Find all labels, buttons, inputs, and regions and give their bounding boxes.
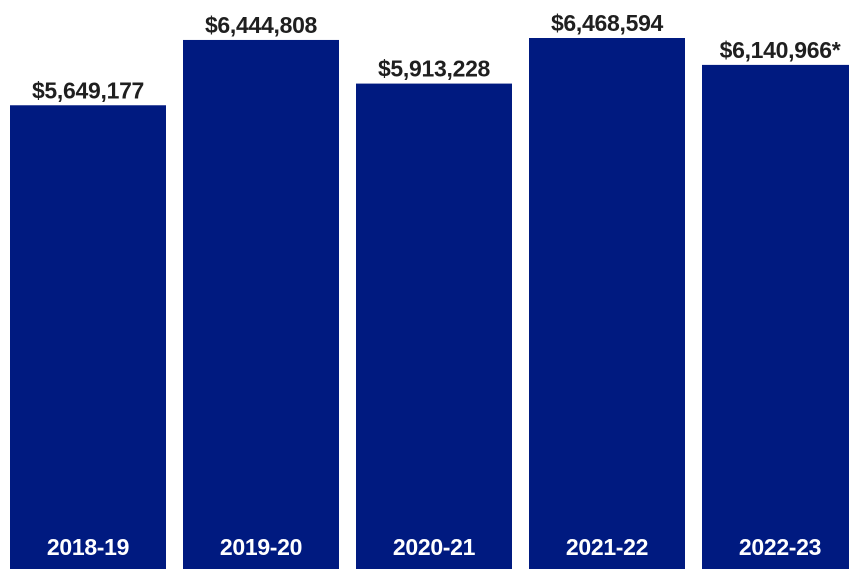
value-label: $6,468,594: [551, 10, 664, 36]
category-label: 2022-23: [739, 534, 821, 560]
value-label: $5,913,228: [378, 56, 491, 82]
category-label: 2019-20: [220, 534, 302, 560]
bar-2019-20: [183, 39, 339, 569]
bar-2021-22: [529, 38, 685, 569]
bar-2022-23: [702, 64, 849, 569]
value-label: $6,140,966*: [720, 37, 841, 63]
bar-2020-21: [356, 83, 512, 569]
value-label: $5,649,177: [32, 77, 144, 103]
value-labels-group: $5,649,177 $6,444,808 $5,913,228 $6,468,594…: [32, 10, 841, 103]
value-label: $6,444,808: [205, 12, 318, 38]
bars-group: [10, 38, 849, 569]
category-label: 2020-21: [393, 534, 476, 560]
bar-2018-19: [10, 105, 166, 569]
category-labels-group: 2018-19 2019-20 2020-21 2021-22 2022-23: [47, 534, 822, 560]
category-label: 2018-19: [47, 534, 129, 560]
category-label: 2021-22: [566, 534, 648, 560]
